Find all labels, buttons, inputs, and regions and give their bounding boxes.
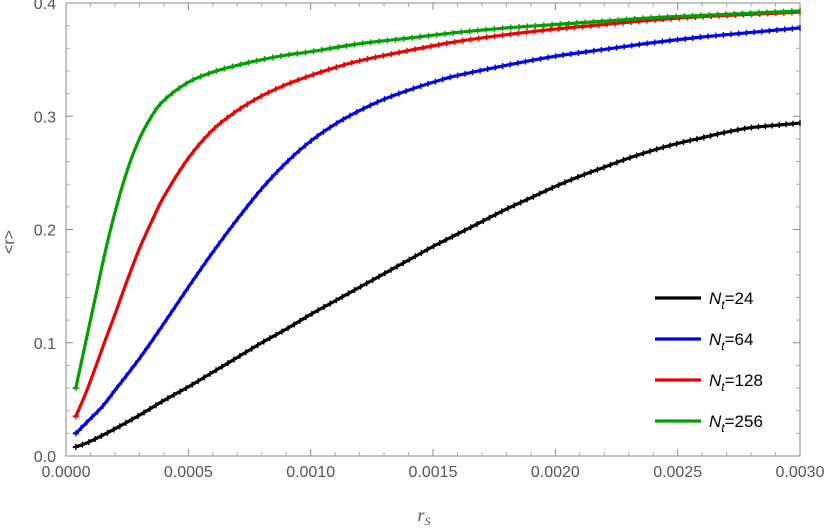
y-tick-label: 0.3 xyxy=(34,109,56,126)
x-tick-label: 0.0025 xyxy=(653,464,702,481)
legend-item: Nt=128 xyxy=(655,371,763,394)
x-tick-label: 0.0005 xyxy=(164,464,213,481)
legend-label-value: =256 xyxy=(725,412,763,431)
x-tick-label: 0.0020 xyxy=(531,464,580,481)
legend-label-value: =24 xyxy=(725,289,754,308)
legend-label-value: =64 xyxy=(725,330,754,349)
y-tick-label: 0.2 xyxy=(34,223,56,240)
legend-label: Nt=128 xyxy=(709,371,763,394)
y-tick-label: 0.0 xyxy=(34,449,56,466)
legend-label-symbol: N xyxy=(709,412,722,431)
legend-label-subscript: t xyxy=(721,339,725,353)
legend-label-symbol: N xyxy=(709,330,722,349)
legend-item: Nt=64 xyxy=(655,330,753,353)
x-axis-title-main: r xyxy=(417,505,425,525)
legend-label-symbol: N xyxy=(709,289,722,308)
series-layer xyxy=(72,7,801,450)
legend-label-symbol: N xyxy=(709,371,722,390)
series-3 xyxy=(72,7,801,392)
series-2 xyxy=(72,9,801,420)
x-tick-label: 0.0030 xyxy=(776,464,825,481)
y-axis-ticks: 0.0 0.1 0.2 0.3 0.4 xyxy=(34,0,800,466)
legend-label: Nt=64 xyxy=(709,330,753,353)
legend-label-subscript: t xyxy=(721,380,725,394)
x-tick-label: 0.0010 xyxy=(286,464,335,481)
legend-item: Nt=256 xyxy=(655,412,763,435)
series-1 xyxy=(72,24,801,437)
legend-item: Nt=24 xyxy=(655,289,753,312)
series-0 xyxy=(72,120,801,450)
x-axis-title-sub: S xyxy=(425,514,431,528)
y-tick-label: 0.4 xyxy=(34,0,56,13)
y-tick-label: 0.1 xyxy=(34,336,56,353)
x-tick-label: 0.0015 xyxy=(409,464,458,481)
legend-label: Nt=24 xyxy=(709,289,753,312)
x-axis-title: rS xyxy=(417,505,430,528)
x-tick-label: 0.0000 xyxy=(42,464,91,481)
legend-label: Nt=256 xyxy=(709,412,763,435)
x-axis-ticks: 0.0000 0.0005 0.0010 0.0015 0.0020 0.0025 0.00… xyxy=(42,3,825,481)
legend-label-value: =128 xyxy=(725,371,763,390)
y-axis-title: <r> xyxy=(1,230,18,254)
legend-label-subscript: t xyxy=(721,298,725,312)
series-line xyxy=(74,26,801,435)
legend-label-subscript: t xyxy=(721,421,725,435)
